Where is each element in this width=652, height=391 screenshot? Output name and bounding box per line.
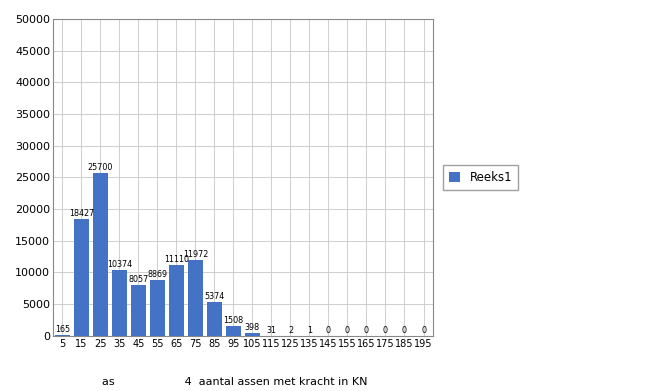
Text: 398: 398 bbox=[245, 323, 260, 332]
Text: 31: 31 bbox=[267, 326, 276, 335]
Text: 8869: 8869 bbox=[147, 270, 168, 279]
Text: 0: 0 bbox=[421, 326, 426, 335]
Legend: Reeks1: Reeks1 bbox=[443, 165, 518, 190]
Bar bbox=[226, 326, 241, 336]
Text: as                    4  aantal assen met kracht in KN: as 4 aantal assen met kracht in KN bbox=[102, 377, 368, 387]
Text: 5374: 5374 bbox=[204, 292, 224, 301]
Bar bbox=[93, 173, 108, 336]
Text: 165: 165 bbox=[55, 325, 70, 334]
Text: 18427: 18427 bbox=[68, 209, 94, 218]
Bar bbox=[131, 285, 145, 336]
Text: 1: 1 bbox=[307, 326, 312, 335]
Text: 0: 0 bbox=[383, 326, 388, 335]
Text: 0: 0 bbox=[326, 326, 331, 335]
Bar bbox=[207, 302, 222, 336]
Text: 8057: 8057 bbox=[128, 275, 149, 284]
Bar bbox=[245, 334, 259, 336]
Bar bbox=[74, 219, 89, 336]
Text: 1508: 1508 bbox=[224, 316, 243, 325]
Bar bbox=[112, 270, 126, 336]
Text: 25700: 25700 bbox=[88, 163, 113, 172]
Text: 0: 0 bbox=[345, 326, 350, 335]
Bar bbox=[170, 265, 184, 336]
Text: 10374: 10374 bbox=[107, 260, 132, 269]
Text: 11972: 11972 bbox=[183, 250, 208, 259]
Text: 2: 2 bbox=[288, 326, 293, 335]
Bar bbox=[55, 335, 70, 336]
Bar bbox=[151, 280, 164, 336]
Text: 0: 0 bbox=[364, 326, 369, 335]
Bar bbox=[188, 260, 203, 336]
Text: 11110: 11110 bbox=[164, 255, 189, 264]
Text: 0: 0 bbox=[402, 326, 407, 335]
